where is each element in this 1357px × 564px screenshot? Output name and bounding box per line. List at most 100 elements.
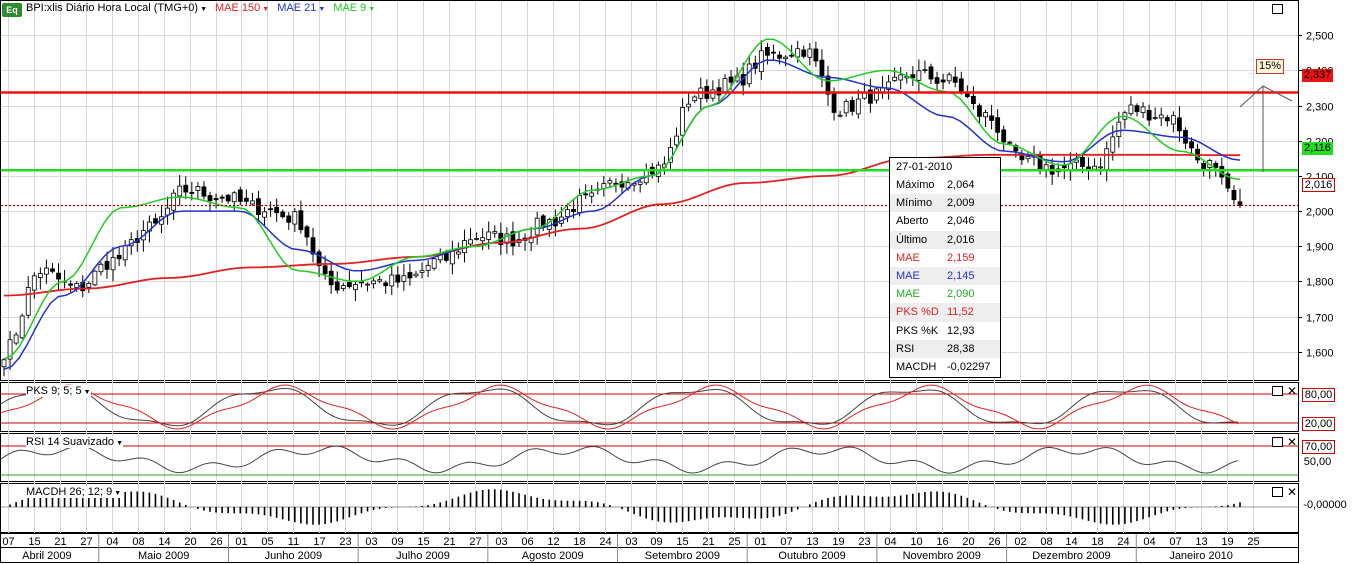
close-macd-icon[interactable]: ✕: [1287, 485, 1298, 499]
candle-body: [813, 48, 819, 62]
tooltip-row: PKS %D 11,52: [890, 303, 1000, 322]
candle-body: [534, 217, 540, 236]
candle-body: [177, 185, 183, 197]
x-day-tick: 05: [261, 536, 273, 548]
candle-body: [1116, 121, 1122, 137]
candle-body: [680, 107, 685, 136]
maximize-main-icon[interactable]: [1272, 4, 1283, 14]
candle-body: [801, 49, 807, 57]
tooltip-value: 2,159: [947, 251, 975, 264]
x-day-tick: 07: [780, 536, 792, 548]
candle-body: [1201, 162, 1207, 169]
candle-body: [50, 268, 55, 272]
tooltip-value: 2,009: [947, 197, 975, 210]
tooltip-value: 2,090: [947, 288, 975, 301]
candle-body: [831, 92, 837, 113]
candle-body: [225, 194, 231, 202]
candle-body: [365, 283, 370, 286]
candle-body: [1146, 109, 1152, 121]
maximize-stoch-icon[interactable]: [1272, 386, 1283, 396]
x-day-tick: 20: [962, 536, 974, 548]
candle-body: [589, 192, 595, 197]
candle-body: [777, 54, 782, 59]
candle-body: [1025, 156, 1031, 160]
x-day-tick: 21: [443, 536, 455, 548]
candle-body: [74, 283, 80, 288]
x-day-tick: 10: [910, 536, 922, 548]
candle-body: [740, 74, 746, 86]
symbol-title[interactable]: BPI:xlis Diário Hora Local (TMG+0) ▼: [26, 2, 208, 14]
candle-body: [783, 56, 788, 60]
candle-body: [183, 184, 189, 193]
x-day-tick: 02: [1014, 536, 1026, 548]
candle-body: [1164, 117, 1170, 122]
candle-body: [13, 334, 19, 344]
candle-body: [486, 231, 492, 240]
candle-body: [207, 195, 213, 202]
x-month-tick: Setembro 2009: [645, 550, 720, 562]
candle-body: [492, 231, 498, 234]
candle-body: [407, 272, 413, 279]
candle-body: [1170, 115, 1176, 125]
candle-body: [456, 251, 461, 255]
candle-body: [583, 193, 589, 196]
tooltip-key: MAE: [896, 288, 920, 301]
ma21-legend[interactable]: MAE 21 ▼: [277, 2, 326, 14]
x-day-tick: 19: [832, 536, 844, 548]
close-rsi-icon[interactable]: ✕: [1287, 435, 1298, 449]
stoch-high-tag: 80,00: [1302, 388, 1335, 402]
x-day-tick: 16: [936, 536, 948, 548]
candle-body: [916, 70, 922, 81]
close-stoch-icon[interactable]: ✕: [1287, 384, 1298, 398]
candle-body: [1189, 141, 1194, 149]
x-day-tick: 03: [365, 536, 377, 548]
x-day-tick: 23: [339, 536, 351, 548]
candle-body: [425, 265, 431, 271]
x-day-tick: 04: [1143, 536, 1155, 548]
x-day-tick: 07: [1169, 536, 1181, 548]
x-day-tick: 19: [1221, 536, 1233, 548]
candle-body: [304, 226, 310, 238]
candle-body: [237, 189, 243, 202]
candle-body: [1110, 136, 1116, 153]
candle-body: [637, 181, 643, 185]
target-percent-badge[interactable]: 15%: [1256, 59, 1284, 74]
candle-body: [977, 105, 982, 117]
x-day-tick: 17: [313, 536, 325, 548]
maximize-rsi-icon[interactable]: [1272, 437, 1283, 447]
x-month-tick: Dezembro 2009: [1032, 550, 1110, 562]
red-line-price-tag: 2,337: [1302, 69, 1333, 82]
candle-body: [401, 275, 407, 282]
macd-legend[interactable]: MACDH 26; 12; 9 ▼: [26, 486, 122, 498]
x-day-tick: 21: [54, 536, 66, 548]
candle-body: [86, 283, 92, 288]
rsi-legend[interactable]: RSI 14 Suavizado ▼: [26, 436, 123, 448]
candle-body: [31, 275, 37, 291]
stoch-legend[interactable]: PKS 9; 5; 5 ▼: [26, 385, 91, 397]
tooltip-value: 2,064: [947, 179, 975, 191]
candle-body: [910, 74, 916, 79]
candle-body: [795, 48, 801, 58]
candle-body: [1007, 141, 1013, 144]
candle-body: [340, 285, 346, 289]
x-day-tick: 21: [702, 536, 714, 548]
tooltip-row: MAE 2,159: [890, 249, 1000, 267]
ma150-legend[interactable]: MAE 150 ▼: [215, 2, 270, 14]
candle-body: [250, 200, 255, 205]
candle-body: [771, 51, 776, 54]
tooltip-row: MAE 2,090: [890, 285, 1000, 303]
tooltip-value: 12,93: [947, 324, 975, 337]
tooltip-key: MAE: [896, 269, 920, 282]
y-tick-label: 2,000: [1306, 207, 1334, 219]
macd-plot-frame: [0, 483, 1299, 533]
candle-body: [819, 59, 825, 77]
x-day-tick: 09: [650, 536, 662, 548]
tooltip-row: Máximo 2,064: [890, 176, 1000, 194]
candle-body: [413, 273, 419, 277]
maximize-macd-icon[interactable]: [1272, 487, 1283, 497]
candle-body: [1237, 201, 1243, 206]
x-day-tick: 24: [599, 536, 611, 548]
ma9-legend[interactable]: MAE 9 ▼: [333, 2, 376, 14]
tooltip-value: 2,016: [947, 233, 975, 246]
x-day-tick: 03: [495, 536, 507, 548]
